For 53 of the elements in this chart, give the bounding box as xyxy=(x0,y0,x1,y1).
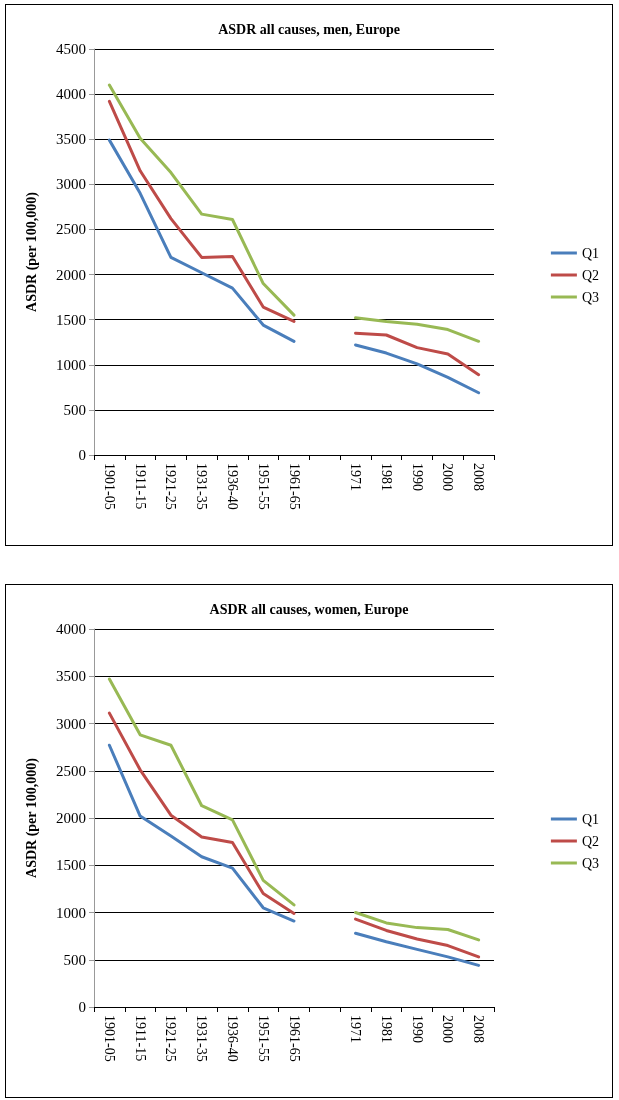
x-tick-label: 1921-25 xyxy=(163,463,179,510)
x-tick-label: 1981 xyxy=(378,463,394,491)
x-tick-label: 1990 xyxy=(409,1015,425,1043)
y-tick-label: 500 xyxy=(63,951,86,968)
y-tick-label: 3000 xyxy=(56,715,86,732)
x-tick-label: 1981 xyxy=(378,1015,394,1043)
legend-label: Q2 xyxy=(581,833,600,849)
chart-title: ASDR all causes, women, Europe xyxy=(209,601,409,617)
legend-label: Q2 xyxy=(581,267,600,283)
y-tick-label: 1500 xyxy=(56,311,86,328)
y-axis-title: ASDR (per 100,000) xyxy=(23,757,40,878)
y-tick-label: 2000 xyxy=(56,266,86,283)
x-tick-label: 1936-40 xyxy=(224,463,240,510)
x-tick-label: 1961-65 xyxy=(286,1015,302,1062)
x-tick-label: 1990 xyxy=(409,463,425,491)
y-tick-label: 0 xyxy=(78,447,86,463)
x-tick-label: 2008 xyxy=(471,1015,487,1043)
y-tick-label: 3500 xyxy=(56,668,86,685)
y-tick-label: 2500 xyxy=(56,762,86,779)
x-tick-label: 1971 xyxy=(348,463,364,491)
x-tick-label: 1936-40 xyxy=(224,1015,240,1062)
y-tick-label: 3500 xyxy=(56,131,86,148)
x-tick-label: 1961-65 xyxy=(286,463,302,510)
x-tick-label: 1921-25 xyxy=(163,1015,179,1062)
legend-label: Q3 xyxy=(581,289,600,305)
x-tick-label: 1951-55 xyxy=(255,463,271,510)
x-tick-label: 1951-55 xyxy=(255,1015,271,1062)
x-tick-label: 1931-35 xyxy=(194,463,210,510)
y-tick-label: 2500 xyxy=(56,221,86,238)
y-axis-title: ASDR (per 100,000) xyxy=(23,191,40,312)
x-tick-label: 1911-15 xyxy=(132,1015,148,1062)
x-tick-label: 2000 xyxy=(440,1015,456,1043)
x-tick-label: 2008 xyxy=(471,463,487,491)
y-tick-label: 3000 xyxy=(56,176,86,193)
legend-label: Q1 xyxy=(581,245,600,261)
y-tick-label: 2000 xyxy=(56,810,86,826)
chart-title: ASDR all causes, men, Europe xyxy=(218,21,400,37)
x-tick-label: 1901-05 xyxy=(101,463,117,510)
x-tick-label: 1911-15 xyxy=(132,463,148,510)
y-tick-label: 4000 xyxy=(56,621,86,637)
y-tick-label: 1000 xyxy=(56,904,86,921)
y-tick-label: 1000 xyxy=(56,356,86,373)
y-tick-label: 0 xyxy=(78,999,86,1015)
x-tick-label: 1901-05 xyxy=(101,1015,117,1062)
y-tick-label: 1500 xyxy=(56,857,86,874)
legend-label: Q1 xyxy=(581,811,600,827)
legend-label: Q3 xyxy=(581,855,600,871)
y-tick-label: 4000 xyxy=(56,86,86,103)
x-tick-label: 1931-35 xyxy=(194,1015,210,1062)
x-tick-label: 2000 xyxy=(440,463,456,491)
x-tick-label: 1971 xyxy=(348,1015,364,1043)
y-tick-label: 500 xyxy=(63,401,86,418)
y-tick-label: 4500 xyxy=(56,41,86,57)
